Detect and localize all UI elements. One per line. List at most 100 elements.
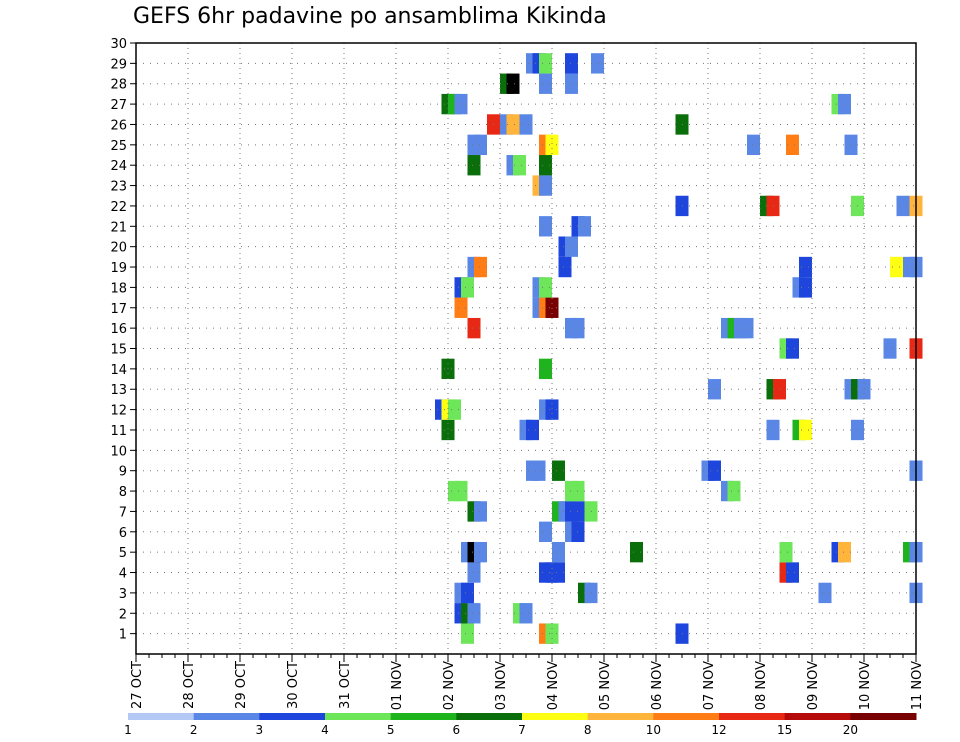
heatmap-cell — [558, 256, 572, 278]
y-tick-label: 10 — [110, 444, 127, 459]
heatmap-cell — [461, 582, 474, 604]
x-tick-label: 01 NOV — [390, 661, 405, 710]
heatmap-cell — [630, 541, 643, 563]
y-tick-label: 26 — [110, 118, 127, 133]
heatmap-cell — [883, 338, 897, 359]
colorbar-label: 6 — [453, 723, 461, 737]
heatmap-cell — [779, 541, 793, 563]
heatmap-cell — [539, 216, 552, 237]
heatmap-cell — [727, 480, 741, 502]
colorbar-segment — [193, 713, 260, 720]
y-tick-label: 3 — [119, 587, 127, 602]
heatmap-cell — [545, 297, 559, 318]
heatmap-cell — [454, 93, 468, 115]
heatmap-cell — [708, 379, 721, 400]
colorbar-segment — [850, 713, 917, 720]
colorbar-label: 12 — [711, 723, 726, 737]
heatmap-cell — [467, 562, 481, 583]
x-tick-label: 05 NOV — [598, 661, 613, 710]
heatmap-cell — [539, 175, 552, 196]
colorbar-label: 1 — [124, 723, 132, 737]
x-tick-label: 29 OCT — [234, 661, 249, 709]
heatmap-cell — [454, 480, 468, 502]
heatmap-cell — [747, 134, 760, 156]
x-tick-label: 08 NOV — [754, 661, 769, 710]
heatmap-cell — [539, 155, 552, 176]
y-tick-label: 20 — [110, 241, 127, 256]
heatmap-cell — [545, 399, 559, 420]
colorbar-segment — [456, 713, 523, 720]
y-tick-label: 7 — [119, 505, 127, 520]
y-tick-label: 22 — [110, 200, 127, 215]
heatmap-cell — [474, 134, 487, 156]
x-tick-label: 09 NOV — [806, 661, 821, 710]
y-tick-label: 1 — [119, 628, 127, 643]
heatmap-cell — [786, 562, 799, 583]
x-tick-label: 27 OCT — [130, 661, 145, 709]
colorbar-label: 20 — [843, 723, 858, 737]
heatmap-cell — [454, 297, 468, 318]
heatmap-cell — [786, 134, 799, 156]
y-tick-label: 14 — [110, 363, 127, 378]
x-tick-label: 30 OCT — [286, 661, 301, 709]
x-tick-label: 07 NOV — [702, 661, 717, 710]
colorbar-label: 7 — [518, 723, 526, 737]
heatmap-cell — [519, 114, 533, 135]
heatmap-cell — [890, 256, 903, 278]
colorbar-segment — [390, 713, 457, 720]
colorbar-label: 2 — [190, 723, 198, 737]
y-tick-label: 2 — [119, 607, 127, 622]
colorbar-segment — [653, 713, 720, 720]
heatmap-cell — [539, 277, 552, 298]
cells-layer — [435, 53, 923, 644]
x-tick-label: 10 NOV — [858, 661, 873, 710]
y-tick-label: 16 — [110, 322, 127, 337]
heatmap-cell — [818, 582, 832, 604]
heatmap-cell — [565, 236, 578, 257]
colorbar-label: 3 — [256, 723, 264, 737]
x-tick-label: 02 NOV — [442, 661, 457, 710]
y-tick-label: 28 — [110, 78, 127, 93]
heatmap-cell — [441, 419, 455, 441]
heatmap-cell — [461, 277, 474, 298]
colorbar-segment — [587, 713, 654, 720]
heatmap-cell — [773, 379, 786, 400]
heatmap-cell — [519, 603, 533, 624]
heatmap-cell — [545, 134, 559, 156]
heatmap-cell — [799, 277, 812, 298]
heatmap-cell — [565, 53, 578, 74]
y-tick-label: 27 — [110, 98, 127, 113]
heatmap-cell — [591, 53, 604, 74]
heatmap-cell — [448, 399, 461, 420]
y-tick-label: 24 — [110, 159, 127, 174]
x-tick-label: 04 NOV — [546, 661, 561, 710]
colorbar-label: 5 — [387, 723, 395, 737]
colorbar-segment — [325, 713, 392, 720]
colorbar: 1 2 3 4 5 6 7 8 10 12 15 20 — [124, 713, 917, 737]
heatmap-cell — [461, 623, 474, 644]
y-tick-label: 4 — [119, 567, 127, 582]
y-tick-label: 29 — [110, 57, 127, 72]
heatmap-cell — [896, 195, 910, 217]
colorbar-segment — [128, 713, 195, 720]
y-tick-label: 25 — [110, 139, 127, 154]
y-tick-label: 18 — [110, 281, 127, 296]
heatmap-cell — [467, 603, 481, 624]
heatmap-cell — [708, 460, 721, 481]
chart-title: GEFS 6hr padavine po ansamblima Kikinda — [133, 4, 607, 29]
heatmap-cell — [474, 256, 487, 278]
colorbar-label: 15 — [777, 723, 792, 737]
heatmap-cell — [552, 460, 565, 481]
x-tick-label: 28 OCT — [182, 661, 197, 709]
colorbar-segment — [259, 713, 326, 720]
colorbar-label: 8 — [584, 723, 592, 737]
heatmap-cell — [838, 541, 851, 563]
x-tick-label: 31 OCT — [338, 661, 353, 709]
axes-layer: 1234567891011121314151617181920212223242… — [110, 37, 925, 710]
heatmap-cell — [799, 419, 812, 441]
heatmap-cell — [799, 256, 812, 278]
heatmap-cell — [740, 317, 754, 339]
colorbar-segment — [784, 713, 851, 720]
y-tick-label: 15 — [110, 343, 127, 358]
y-tick-label: 13 — [110, 383, 127, 398]
